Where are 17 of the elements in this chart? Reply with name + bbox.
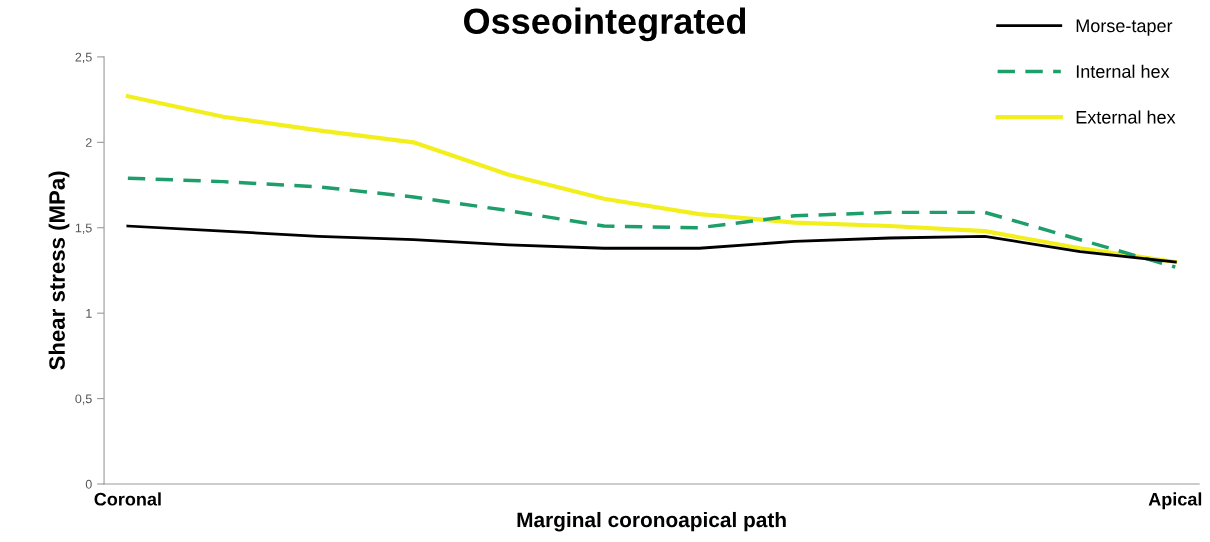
y-tick-label: 1,5 — [75, 223, 92, 234]
y-tick-label: 1 — [86, 309, 92, 318]
y-tick-label: 2 — [85, 138, 92, 147]
legend-label: External hex — [1076, 110, 1176, 124]
chart-title: Osseointegrated — [464, 7, 746, 42]
line-series — [126, 176, 1178, 269]
y-tick-label: 0 — [85, 479, 92, 489]
line-series — [126, 224, 1177, 264]
x-tick-label: Apical — [1148, 492, 1202, 510]
x-tick-label: Coronal — [94, 492, 161, 506]
y-axis-title: Shear stress (MPa) — [48, 171, 70, 370]
line-series — [125, 94, 1178, 265]
y-tick-label: 2,5 — [75, 52, 92, 64]
legend-label: Internal hex — [1076, 64, 1170, 78]
legend-label: Morse-taper — [1076, 19, 1173, 36]
y-tick-label: 0,5 — [75, 394, 92, 405]
x-axis-title: Marginal coronoapical path — [517, 511, 786, 532]
